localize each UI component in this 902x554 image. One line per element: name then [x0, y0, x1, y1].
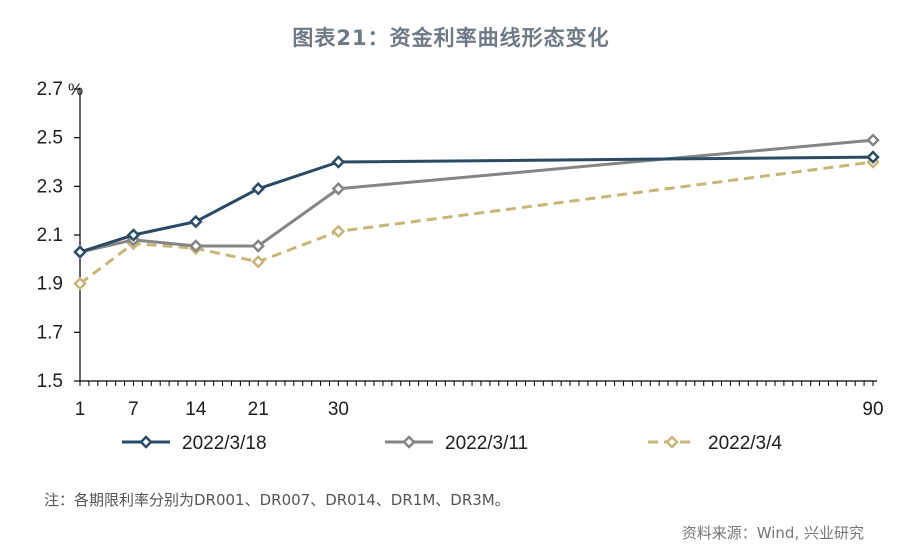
- y-tick-label: 2.1: [37, 225, 63, 246]
- data-point: [73, 245, 87, 259]
- legend-label: 2022/3/4: [708, 433, 782, 454]
- series-0: [73, 150, 880, 259]
- series-line: [79, 160, 874, 285]
- data-point: [331, 224, 346, 239]
- y-tick-label: 2.5: [37, 128, 63, 149]
- data-point: [189, 214, 203, 229]
- legend-label: 2022/3/18: [182, 433, 267, 454]
- legend-item-1: 2022/3/11: [385, 433, 528, 454]
- x-tick-label: 21: [248, 399, 269, 420]
- line-chart: 1.5 1.7 1.9 2.1 2.3 2.5 2.7 % 1 7 14 21 30 90 2022/3/…: [37, 79, 884, 454]
- data-point: [331, 181, 346, 196]
- series-layer: [73, 133, 880, 291]
- legend-item-2: 2022/3/4: [648, 433, 782, 454]
- legend-item-0: 2022/3/18: [122, 433, 267, 454]
- legend-marker: [402, 435, 416, 449]
- data-point: [331, 155, 346, 169]
- data-point: [251, 181, 265, 196]
- data-point: [866, 133, 880, 147]
- series-1: [73, 133, 880, 259]
- y-axis-unit: %: [68, 80, 83, 99]
- y-tick-label: 1.7: [37, 322, 63, 343]
- chart-legend: 2022/3/18 2022/3/11 2022/3/4: [122, 433, 782, 454]
- data-point: [189, 239, 203, 253]
- footnote: 注：各期限利率分别为DR001、DR007、DR014、DR1M、DR3M。: [44, 491, 510, 509]
- legend-marker: [139, 435, 153, 449]
- data-point: [73, 276, 87, 291]
- data-point: [126, 228, 141, 242]
- x-tick-label: 7: [128, 399, 139, 420]
- y-tick-label: 1.5: [37, 371, 63, 392]
- legend-label: 2022/3/11: [445, 433, 528, 454]
- data-point: [251, 239, 265, 253]
- x-tick-label: 90: [862, 399, 883, 420]
- x-tick-label: 30: [328, 399, 349, 420]
- y-tick-label: 2.3: [37, 176, 63, 197]
- series-line: [79, 155, 874, 254]
- chart-axes: 1.5 1.7 1.9 2.1 2.3 2.5 2.7 % 1 7 14 21 30 90: [37, 79, 884, 420]
- data-point: [251, 254, 265, 269]
- y-tick-label: 1.9: [37, 274, 63, 295]
- series-line: [79, 138, 874, 254]
- data-point: [866, 150, 880, 164]
- x-tick-label: 1: [75, 399, 86, 420]
- y-tick-label: 2.7: [37, 79, 63, 100]
- source-note: 资料来源：Wind, 兴业研究: [681, 524, 864, 542]
- legend-marker: [665, 435, 679, 449]
- chart-title: 图表21：资金利率曲线形态变化: [292, 26, 610, 50]
- x-tick-label: 14: [185, 399, 207, 420]
